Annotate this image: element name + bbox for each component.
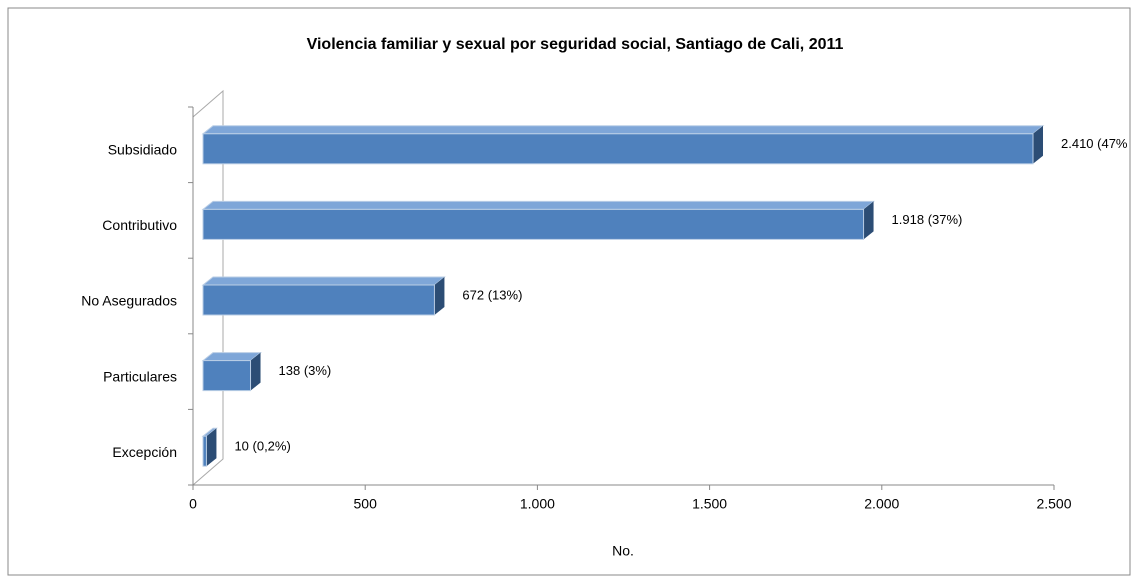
x-tick-label: 2.500 — [1036, 496, 1071, 512]
y-tick-label: No Asegurados — [81, 293, 177, 309]
bar-front — [202, 360, 252, 392]
x-tick-label: 1.500 — [692, 496, 727, 512]
y-tick-label: Excepción — [112, 444, 177, 460]
x-tick-label: 0 — [189, 496, 197, 512]
chart-border — [7, 7, 1131, 576]
chart-title: Violencia familiar y sexual por segurida… — [307, 36, 844, 53]
y-tick-label: Subsidiado — [108, 142, 177, 158]
bar-top — [201, 352, 262, 362]
bar-side — [206, 428, 217, 467]
bar-side — [250, 352, 261, 391]
bar — [201, 352, 262, 392]
bar-front — [202, 208, 865, 240]
bar-front — [202, 435, 207, 467]
bar-top — [201, 276, 446, 286]
y-tick-label: Particulares — [103, 368, 177, 384]
y-tick-label: Contributivo — [102, 217, 177, 233]
bar-top — [201, 125, 1045, 135]
value-label: 672 (13%) — [462, 287, 522, 302]
bar — [201, 276, 446, 316]
value-label: 2.410 (47% — [1061, 136, 1128, 151]
bar — [201, 200, 875, 240]
bar-side — [434, 277, 445, 315]
bar-top — [201, 200, 875, 210]
value-label: 138 (3%) — [279, 363, 332, 378]
bar — [201, 125, 1045, 165]
bar — [201, 427, 218, 467]
x-tick-label: 500 — [354, 496, 378, 512]
bar-front — [202, 133, 1034, 165]
value-label: 10 (0,2%) — [234, 439, 290, 454]
value-label: 1.918 (37%) — [892, 212, 963, 227]
x-axis-label: No. — [612, 543, 634, 559]
bar-front — [202, 284, 435, 316]
x-tick-label: 2.000 — [864, 496, 899, 512]
x-tick-label: 1.000 — [520, 496, 555, 512]
bar-side — [1033, 125, 1044, 164]
bar-side — [863, 201, 874, 240]
